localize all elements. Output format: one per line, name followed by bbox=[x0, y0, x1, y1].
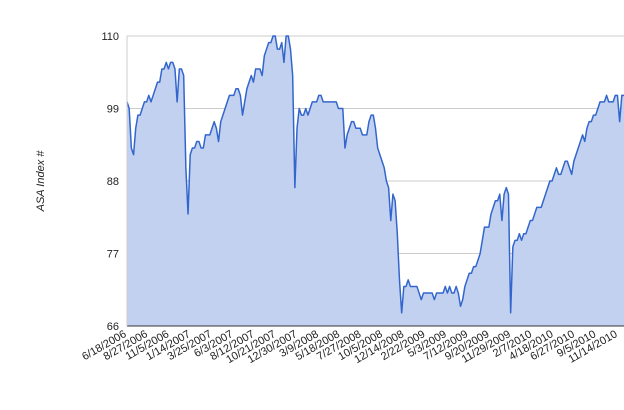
y-tick-label: 88 bbox=[107, 176, 119, 188]
series-area bbox=[126, 35, 624, 326]
axes bbox=[126, 36, 624, 327]
y-tick-label: 77 bbox=[107, 249, 119, 261]
x-tick-labels: 6/18/20068/27/200611/5/20061/14/20073/25… bbox=[80, 328, 619, 366]
y-tick-labels: 66 77 88 99 110 bbox=[101, 31, 119, 333]
y-tick-label: 66 bbox=[107, 321, 119, 333]
y-axis-label: ASA Index # bbox=[35, 150, 47, 213]
area-fill bbox=[127, 36, 624, 326]
y-tick-label: 110 bbox=[101, 31, 119, 43]
y-tick-label: 99 bbox=[107, 104, 119, 116]
series-line bbox=[126, 35, 624, 314]
